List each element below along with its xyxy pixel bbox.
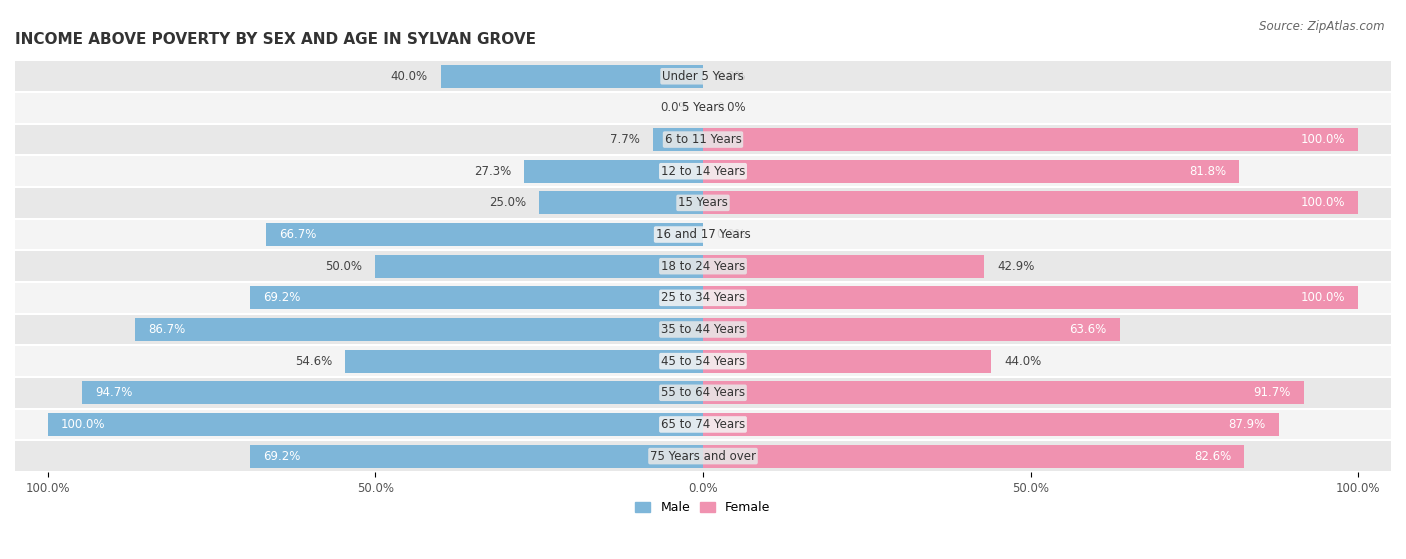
Bar [15,92,1391,124]
Text: Under 5 Years: Under 5 Years [662,70,744,83]
Text: 16 and 17 Years: 16 and 17 Years [655,228,751,241]
Bar [15,124,1391,155]
Bar [703,128,1358,151]
Text: Source: ZipAtlas.com: Source: ZipAtlas.com [1260,20,1385,32]
Bar [15,155,1391,187]
Bar [15,409,1391,440]
Bar [703,445,1244,467]
Bar [538,192,703,214]
Text: 69.2%: 69.2% [263,291,299,304]
Bar [703,381,1303,404]
Text: 100.0%: 100.0% [1301,291,1346,304]
Text: 5 Years: 5 Years [682,101,724,115]
Bar [15,250,1391,282]
Text: 12 to 14 Years: 12 to 14 Years [661,165,745,178]
Text: 42.9%: 42.9% [997,260,1035,273]
Text: 87.9%: 87.9% [1229,418,1265,431]
Bar [703,255,984,278]
Bar [83,381,703,404]
Bar [15,187,1391,219]
Text: 69.2%: 69.2% [263,449,299,463]
Bar [48,413,703,436]
Bar [15,377,1391,409]
Text: 94.7%: 94.7% [96,386,134,399]
Bar [15,440,1391,472]
Bar [346,350,703,372]
Bar [135,318,703,341]
Bar [15,282,1391,314]
Bar [652,128,703,151]
Bar [266,223,703,246]
Legend: Male, Female: Male, Female [630,496,776,519]
Text: 82.6%: 82.6% [1194,449,1232,463]
Bar [703,350,991,372]
Bar [441,65,703,88]
Text: 45 to 54 Years: 45 to 54 Years [661,354,745,368]
Bar [375,255,703,278]
Text: 25 to 34 Years: 25 to 34 Years [661,291,745,304]
Text: 27.3%: 27.3% [474,165,510,178]
Bar [250,286,703,309]
Text: 7.7%: 7.7% [610,133,640,146]
Text: 0.0%: 0.0% [716,101,745,115]
Text: 25.0%: 25.0% [489,196,526,210]
Text: 50.0%: 50.0% [325,260,363,273]
Bar [250,445,703,467]
Text: 81.8%: 81.8% [1188,165,1226,178]
Text: 0.0%: 0.0% [661,101,690,115]
Text: 66.7%: 66.7% [278,228,316,241]
Bar [524,160,703,183]
Text: 44.0%: 44.0% [1004,354,1042,368]
Text: 100.0%: 100.0% [60,418,105,431]
Text: 65 to 74 Years: 65 to 74 Years [661,418,745,431]
Text: 75 Years and over: 75 Years and over [650,449,756,463]
Bar [15,345,1391,377]
Text: 54.6%: 54.6% [295,354,332,368]
Bar [703,286,1358,309]
Text: 18 to 24 Years: 18 to 24 Years [661,260,745,273]
Text: INCOME ABOVE POVERTY BY SEX AND AGE IN SYLVAN GROVE: INCOME ABOVE POVERTY BY SEX AND AGE IN S… [15,32,536,47]
Text: 86.7%: 86.7% [148,323,186,336]
Text: 40.0%: 40.0% [391,70,427,83]
Text: 6 to 11 Years: 6 to 11 Years [665,133,741,146]
Bar [703,413,1279,436]
Bar [703,192,1358,214]
Text: 91.7%: 91.7% [1253,386,1291,399]
Text: 35 to 44 Years: 35 to 44 Years [661,323,745,336]
Text: 100.0%: 100.0% [1301,133,1346,146]
Bar [15,314,1391,345]
Text: 63.6%: 63.6% [1070,323,1107,336]
Bar [15,219,1391,250]
Text: 55 to 64 Years: 55 to 64 Years [661,386,745,399]
Text: 0.0%: 0.0% [716,70,745,83]
Text: 100.0%: 100.0% [1301,196,1346,210]
Bar [703,160,1239,183]
Text: 0.0%: 0.0% [716,228,745,241]
Bar [15,60,1391,92]
Text: 15 Years: 15 Years [678,196,728,210]
Bar [703,318,1119,341]
